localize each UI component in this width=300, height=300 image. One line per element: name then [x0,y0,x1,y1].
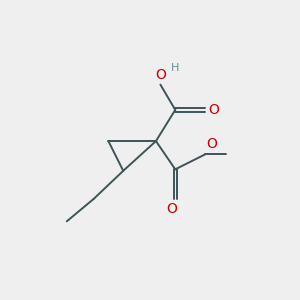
Text: H: H [171,63,179,73]
Text: O: O [208,103,219,117]
Text: O: O [206,137,217,151]
Text: O: O [155,68,166,82]
Text: O: O [166,202,177,216]
